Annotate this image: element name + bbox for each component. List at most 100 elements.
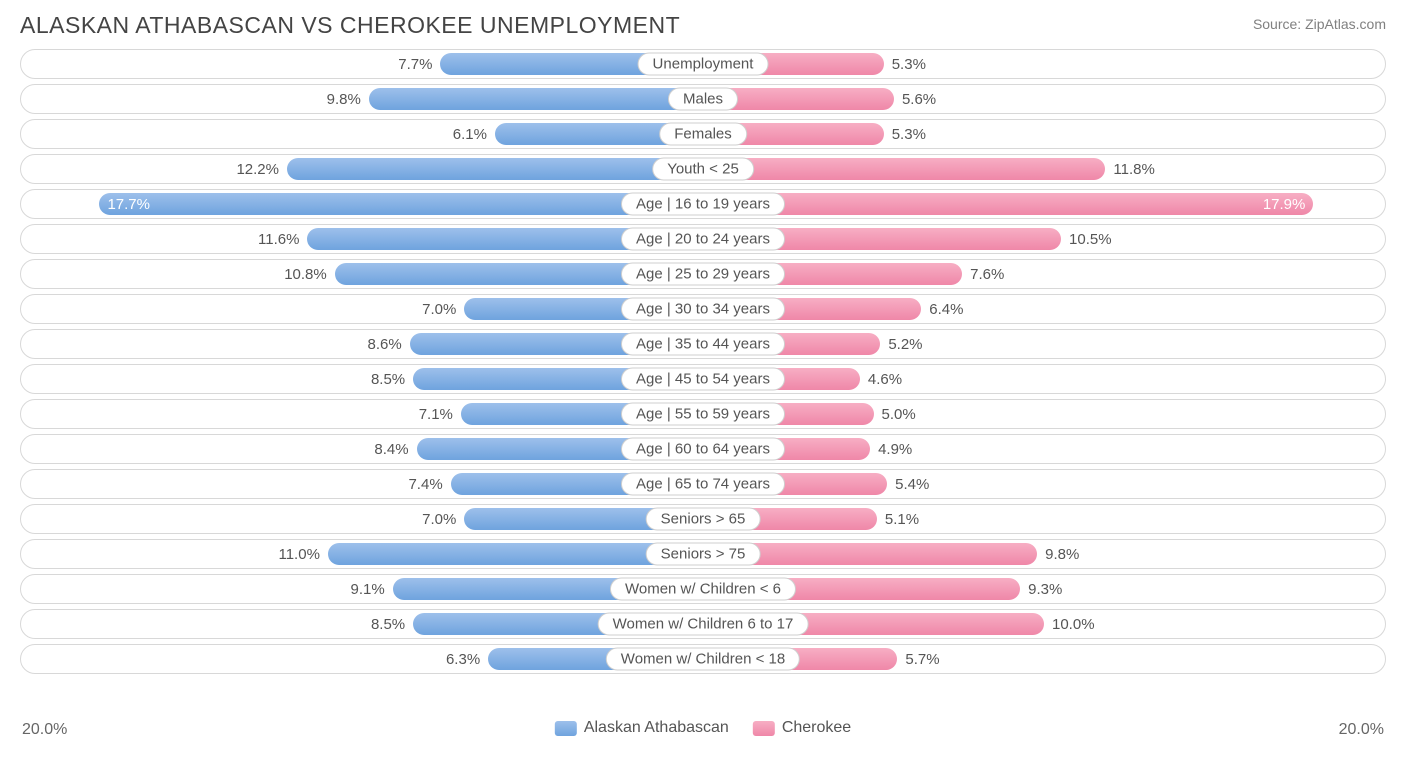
value-label-left: 8.5%	[371, 368, 413, 390]
value-label-right: 5.4%	[887, 473, 929, 495]
bar-row: 6.1% 5.3% Females	[20, 119, 1386, 149]
value-label-left: 11.6%	[258, 228, 307, 250]
bar-row: 9.1% 9.3% Women w/ Children < 6	[20, 574, 1386, 604]
bar-half-left: 7.7%	[21, 50, 703, 78]
bar-right: 17.9%	[703, 193, 1313, 215]
value-label-left: 7.1%	[419, 403, 461, 425]
category-pill: Age | 16 to 19 years	[621, 193, 785, 216]
bar-row: 6.3%5.7%Women w/ Children < 18	[20, 644, 1386, 674]
bar-left: 17.7%	[99, 193, 703, 215]
chart-legend: Alaskan Athabascan Cherokee	[555, 719, 851, 737]
chart-title: ALASKAN ATHABASCAN VS CHEROKEE UNEMPLOYM…	[20, 12, 680, 39]
bar-half-right: 10.5%	[703, 225, 1385, 253]
value-label-left: 7.0%	[422, 298, 464, 320]
legend-swatch-left-icon	[555, 721, 577, 736]
bar-row: 9.8%5.6%Males	[20, 84, 1386, 114]
chart-rows-area: 7.7%5.3%Unemployment9.8%5.6%Males6.1%5.3…	[20, 45, 1386, 711]
bar-row: 7.7% 5.3%Unemployment	[20, 49, 1386, 79]
value-label-right: 5.7%	[897, 648, 939, 670]
bar-half-right: 5.3%	[703, 120, 1385, 148]
value-label-right: 5.0%	[874, 403, 916, 425]
bar-half-left: 6.3%	[21, 645, 703, 673]
bar-half-right: 17.9%	[703, 190, 1385, 218]
bar-row: 8.5% 4.6% Age | 45 to 54 years	[20, 364, 1386, 394]
category-pill: Unemployment	[638, 53, 769, 76]
category-pill: Age | 35 to 44 years	[621, 333, 785, 356]
value-label-left: 17.7%	[107, 193, 150, 215]
value-label-right: 7.6%	[962, 263, 1004, 285]
value-label-right: 10.5%	[1061, 228, 1112, 250]
bar-half-left: 7.1%	[21, 400, 703, 428]
bar-half-left: 7.0%	[21, 295, 703, 323]
bar-half-right: 7.6%	[703, 260, 1385, 288]
bar-half-left: 12.2%	[21, 155, 703, 183]
category-pill: Age | 25 to 29 years	[621, 263, 785, 286]
bar-half-right: 5.0%	[703, 400, 1385, 428]
value-label-right: 9.8%	[1037, 543, 1079, 565]
value-label-right: 17.9%	[1263, 193, 1306, 215]
category-pill: Age | 65 to 74 years	[621, 473, 785, 496]
bar-row: 8.6% 5.2% Age | 35 to 44 years	[20, 329, 1386, 359]
value-label-left: 11.0%	[278, 543, 327, 565]
value-label-left: 6.1%	[453, 123, 495, 145]
value-label-right: 5.1%	[877, 508, 919, 530]
bar-right: 11.8%	[703, 158, 1105, 180]
value-label-right: 5.3%	[884, 123, 926, 145]
bar-half-left: 17.7%	[21, 190, 703, 218]
value-label-right: 9.3%	[1020, 578, 1062, 600]
category-pill: Age | 60 to 64 years	[621, 438, 785, 461]
bar-left: 12.2%	[287, 158, 703, 180]
value-label-left: 6.3%	[446, 648, 488, 670]
legend-swatch-right-icon	[753, 721, 775, 736]
bar-half-left: 7.0%	[21, 505, 703, 533]
unemployment-diverging-chart: ALASKAN ATHABASCAN VS CHEROKEE UNEMPLOYM…	[0, 0, 1406, 757]
bar-half-left: 11.6%	[21, 225, 703, 253]
bar-half-right: 5.3%	[703, 50, 1385, 78]
legend-item-left: Alaskan Athabascan	[555, 719, 729, 737]
value-label-right: 5.6%	[894, 88, 936, 110]
bar-half-right: 11.8%	[703, 155, 1385, 183]
bar-half-right: 5.2%	[703, 330, 1385, 358]
value-label-left: 8.6%	[368, 333, 410, 355]
category-pill: Females	[659, 123, 747, 146]
bar-row: 7.1% 5.0% Age | 55 to 59 years	[20, 399, 1386, 429]
category-pill: Age | 45 to 54 years	[621, 368, 785, 391]
bar-half-right: 6.4%	[703, 295, 1385, 323]
bar-half-right: 5.1%	[703, 505, 1385, 533]
bar-half-left: 9.8%	[21, 85, 703, 113]
bar-half-left: 8.6%	[21, 330, 703, 358]
value-label-left: 12.2%	[236, 158, 287, 180]
legend-label-left: Alaskan Athabascan	[584, 719, 729, 737]
value-label-left: 7.0%	[422, 508, 464, 530]
category-pill: Women w/ Children 6 to 17	[598, 613, 809, 636]
chart-footer: 20.0% Alaskan Athabascan Cherokee 20.0%	[20, 717, 1386, 747]
bar-row: 12.2%11.8%Youth < 25	[20, 154, 1386, 184]
chart-source: Source: ZipAtlas.com	[1253, 12, 1386, 32]
value-label-left: 9.1%	[351, 578, 393, 600]
value-label-left: 8.5%	[371, 613, 413, 635]
bar-row: 17.7% 17.9% Age | 16 to 19 years	[20, 189, 1386, 219]
bar-half-left: 8.4%	[21, 435, 703, 463]
value-label-right: 5.2%	[880, 333, 922, 355]
bar-half-right: 5.7%	[703, 645, 1385, 673]
bar-row: 7.4% 5.4% Age | 65 to 74 years	[20, 469, 1386, 499]
value-label-left: 10.8%	[284, 263, 335, 285]
value-label-right: 4.6%	[860, 368, 902, 390]
value-label-left: 7.7%	[398, 53, 440, 75]
bar-left: 9.8%	[369, 88, 703, 110]
value-label-right: 4.9%	[870, 438, 912, 460]
axis-max-right: 20.0%	[1339, 721, 1384, 739]
category-pill: Age | 20 to 24 years	[621, 228, 785, 251]
bar-half-left: 9.1%	[21, 575, 703, 603]
category-pill: Seniors > 65	[646, 508, 761, 531]
value-label-right: 6.4%	[921, 298, 963, 320]
category-pill: Women w/ Children < 6	[610, 578, 796, 601]
bar-half-left: 7.4%	[21, 470, 703, 498]
value-label-right: 10.0%	[1044, 613, 1095, 635]
value-label-left: 9.8%	[327, 88, 369, 110]
bar-row: 11.0%9.8%Seniors > 75	[20, 539, 1386, 569]
bar-row: 8.4% 4.9% Age | 60 to 64 years	[20, 434, 1386, 464]
bar-half-right: 9.8%	[703, 540, 1385, 568]
category-pill: Youth < 25	[652, 158, 754, 181]
category-pill: Age | 55 to 59 years	[621, 403, 785, 426]
